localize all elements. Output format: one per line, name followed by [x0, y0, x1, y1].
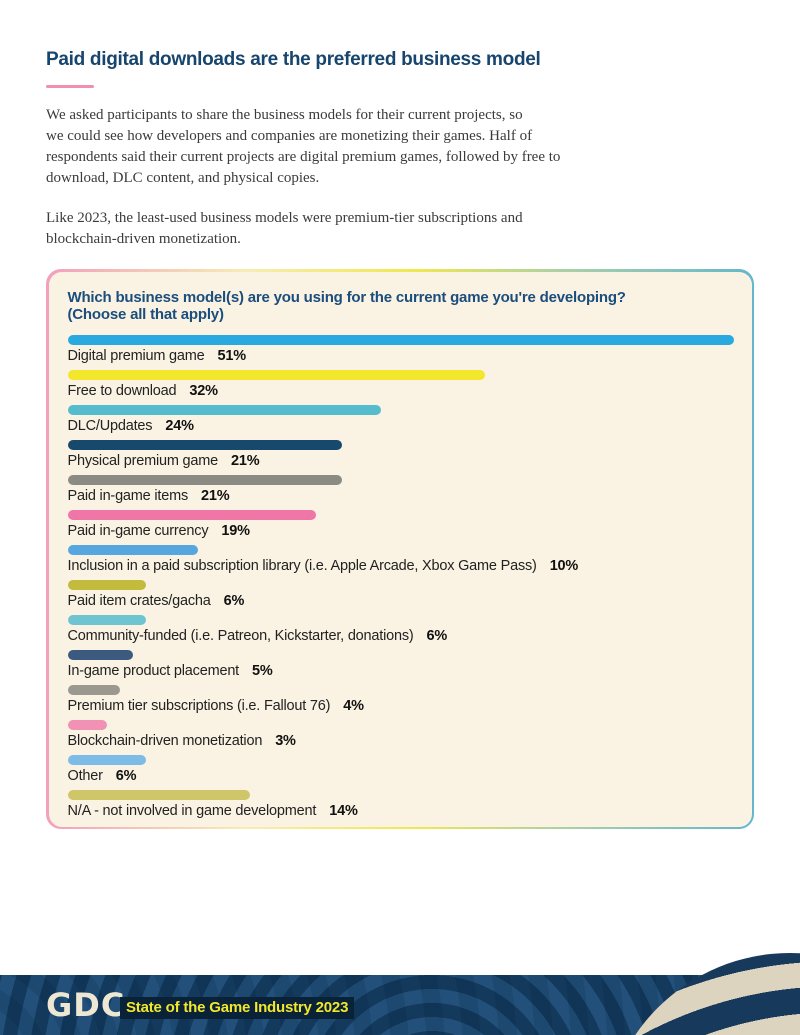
chart-row: Blockchain-driven monetization 3%: [67, 719, 734, 749]
chart-row: Digital premium game 51%: [67, 334, 734, 364]
bar-label: Community-funded (i.e. Patreon, Kickstar…: [67, 627, 414, 644]
bar-label: Blockchain-driven monetization: [67, 732, 263, 749]
bar-value: 19%: [221, 522, 250, 539]
bar-label: Paid in-game items: [67, 487, 189, 504]
chart-row-label-line: Paid in-game currency 19%: [68, 523, 734, 539]
bar-label: Paid item crates/gacha: [67, 592, 211, 609]
bar-value: 14%: [329, 802, 358, 819]
chart-bar: [67, 719, 107, 730]
paragraph-2: Like 2023, the least-used business model…: [46, 210, 523, 247]
page-title: Paid digital downloads are the preferred…: [46, 49, 541, 70]
footer-report-title: State of the Game Industry 2023: [120, 997, 355, 1019]
bar-list: Digital premium game 51% Free to download…: [67, 334, 734, 819]
chart-row-label-line: Physical premium game 21%: [68, 453, 734, 469]
chart-bar: [67, 404, 381, 415]
bar-value: 24%: [165, 417, 194, 434]
chart-bar: [67, 369, 486, 380]
bar-value: 4%: [343, 697, 364, 714]
bar-value: 5%: [252, 662, 273, 679]
bar-label: Inclusion in a paid subscription library…: [67, 557, 537, 574]
chart-row: DLC/Updates 24%: [67, 404, 734, 434]
paragraph-1: We asked participants to share the busin…: [46, 107, 561, 186]
chart-row: Paid item crates/gacha 6%: [67, 579, 734, 609]
chart-row-label-line: Paid in-game items 21%: [68, 488, 734, 504]
chart-row: In-game product placement 5%: [67, 649, 734, 679]
bar-label: Other: [67, 767, 103, 784]
chart-row-label-line: Community-funded (i.e. Patreon, Kickstar…: [68, 628, 734, 644]
chart-row: Paid in-game currency 19%: [67, 509, 734, 539]
bar-value: 6%: [223, 592, 245, 609]
chart-row: Paid in-game items 21%: [67, 474, 734, 504]
bar-value: 10%: [549, 557, 579, 574]
title-underline-rule: [46, 85, 94, 88]
chart-row: Other 6%: [67, 754, 734, 784]
bar-label: In-game product placement: [67, 662, 240, 679]
chart-card: Which business model(s) are you using fo…: [48, 271, 752, 827]
chart-bar: [67, 509, 316, 520]
chart-bar: [67, 684, 120, 695]
chart-row-label-line: Digital premium game 51%: [68, 348, 734, 364]
chart-row-label-line: DLC/Updates 24%: [68, 418, 734, 434]
chart-row-label-line: N/A - not involved in game development 14…: [68, 803, 734, 819]
chart-bar: [67, 579, 146, 590]
chart-bar: [67, 614, 146, 625]
bar-label: Free to download: [67, 382, 177, 399]
chart-row-label-line: Free to download 32%: [68, 383, 734, 399]
chart-card-border: Which business model(s) are you using fo…: [46, 269, 754, 829]
chart-row-label-line: Premium tier subscriptions (i.e. Fallout…: [68, 698, 734, 714]
chart-row-label-line: Blockchain-driven monetization 3%: [68, 733, 734, 749]
chart-row: N/A - not involved in game development 14…: [67, 789, 734, 819]
bar-value: 51%: [217, 347, 247, 364]
bar-value: 6%: [426, 627, 448, 644]
chart-question: Which business model(s) are you using fo…: [67, 288, 626, 323]
bar-value: 21%: [201, 487, 230, 504]
bar-value: 3%: [275, 732, 296, 749]
chart-row: Inclusion in a paid subscription library…: [67, 544, 734, 574]
chart-row-label-line: Other 6%: [68, 768, 734, 784]
chart-bar: [67, 649, 133, 660]
chart-bar: [67, 544, 199, 555]
gdc-logo: GDC: [46, 986, 126, 1024]
bar-label: N/A - not involved in game development: [67, 802, 317, 819]
chart-bar: [67, 789, 251, 800]
bar-label: Paid in-game currency: [67, 522, 209, 539]
chart-bar: [67, 754, 146, 765]
bar-value: 21%: [231, 452, 260, 469]
chart-row: Community-funded (i.e. Patreon, Kickstar…: [67, 614, 734, 644]
chart-row: Premium tier subscriptions (i.e. Fallout…: [67, 684, 734, 714]
chart-row-label-line: Paid item crates/gacha 6%: [68, 593, 734, 609]
bar-label: Premium tier subscriptions (i.e. Fallout…: [67, 697, 331, 714]
chart-row: Physical premium game 21%: [67, 439, 734, 469]
bar-value: 32%: [189, 382, 218, 399]
chart-bar: [67, 439, 342, 450]
bar-value: 6%: [115, 767, 137, 784]
bar-label: Digital premium game: [67, 347, 205, 364]
chart-row-label-line: Inclusion in a paid subscription library…: [68, 558, 734, 574]
chart-bar: [67, 474, 342, 485]
page-number: 17: [741, 1000, 754, 1012]
chart-row: Free to download 32%: [67, 369, 734, 399]
chart-bar: [67, 334, 734, 345]
bar-label: DLC/Updates: [67, 417, 153, 434]
page-content: Paid digital downloads are the preferred…: [46, 48, 754, 829]
bar-label: Physical premium game: [67, 452, 219, 469]
chart-row-label-line: In-game product placement 5%: [68, 663, 734, 679]
